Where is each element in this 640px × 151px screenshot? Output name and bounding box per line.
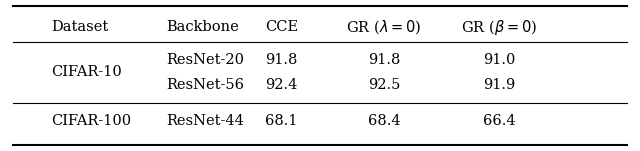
Text: ResNet-56: ResNet-56 bbox=[166, 78, 244, 92]
Text: 92.4: 92.4 bbox=[266, 78, 298, 92]
Text: GR ($\beta = 0$): GR ($\beta = 0$) bbox=[461, 18, 538, 37]
Text: 91.9: 91.9 bbox=[483, 78, 515, 92]
Text: CIFAR-10: CIFAR-10 bbox=[51, 66, 122, 79]
Text: 68.1: 68.1 bbox=[266, 114, 298, 128]
Text: 66.4: 66.4 bbox=[483, 114, 515, 128]
Text: GR ($\lambda = 0$): GR ($\lambda = 0$) bbox=[346, 18, 422, 36]
Text: 92.5: 92.5 bbox=[368, 78, 400, 92]
Text: 91.0: 91.0 bbox=[483, 53, 515, 67]
Text: Backbone: Backbone bbox=[166, 20, 239, 34]
Text: 68.4: 68.4 bbox=[368, 114, 400, 128]
Text: CCE: CCE bbox=[265, 20, 298, 34]
Text: CIFAR-100: CIFAR-100 bbox=[51, 114, 131, 128]
Text: Dataset: Dataset bbox=[51, 20, 108, 34]
Text: ResNet-44: ResNet-44 bbox=[166, 114, 244, 128]
Text: 91.8: 91.8 bbox=[266, 53, 298, 67]
Text: 91.8: 91.8 bbox=[368, 53, 400, 67]
Text: ResNet-20: ResNet-20 bbox=[166, 53, 244, 67]
